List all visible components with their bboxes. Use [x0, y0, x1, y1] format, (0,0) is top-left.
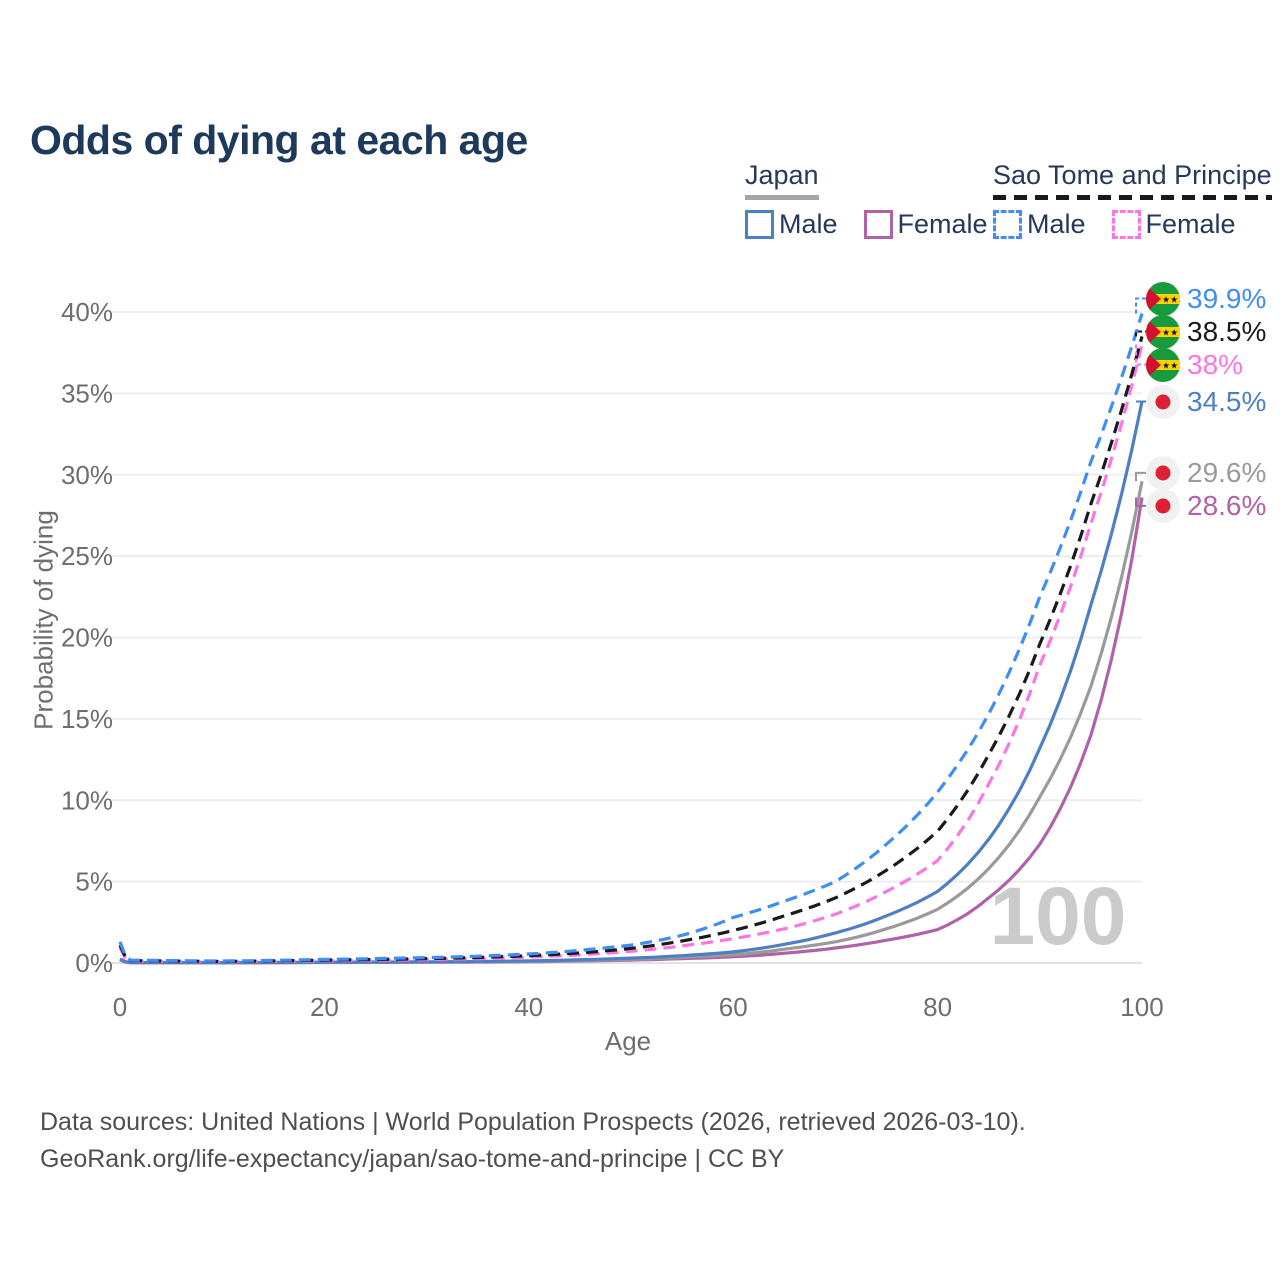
end-label-value: 39.9% [1187, 283, 1267, 314]
footer-source-line: Data sources: United Nations | World Pop… [40, 1108, 1026, 1136]
y-tick-label: 35% [61, 378, 113, 408]
y-tick-label: 10% [61, 785, 113, 815]
end-label-connector [1135, 497, 1150, 507]
legend-japan-title: Japan [745, 160, 819, 200]
legend-japan-label: Japan [745, 160, 819, 190]
series-line-sao_tome-total [118, 335, 1144, 963]
end-label-sao_tome-total: ★★ 38.5% [1146, 315, 1266, 349]
y-tick-label: 40% [61, 297, 113, 327]
end-label-japan-female: 28.6% [1146, 489, 1266, 523]
y-tick-label: 20% [61, 623, 113, 653]
footer-url-line: GeoRank.org/life-expectancy/japan/sao-to… [40, 1145, 785, 1173]
x-tick-label: 20 [310, 992, 339, 1022]
svg-text:★★: ★★ [1162, 361, 1178, 371]
y-tick-label: 25% [61, 541, 113, 571]
y-tick-label: 0% [75, 948, 113, 978]
end-label-japan-total: 29.6% [1146, 456, 1266, 490]
legend-sao-tome: Sao Tome and Principe Male Female [993, 160, 1272, 240]
x-tick-label: 60 [719, 992, 748, 1022]
x-tick-label: 80 [923, 992, 952, 1022]
end-label-value: 38.5% [1187, 316, 1267, 347]
japan-male-swatch-icon [745, 210, 774, 239]
japan-flag-icon [1146, 456, 1180, 490]
legend-japan-female-label: Female [897, 209, 988, 239]
legend-japan-male-label: Male [779, 209, 838, 239]
x-axis-title: Age [604, 1026, 652, 1056]
end-label-value: 28.6% [1187, 490, 1267, 521]
end-label-connector [1135, 330, 1150, 337]
svg-text:★★: ★★ [1162, 328, 1178, 338]
y-tick-label: 30% [61, 460, 113, 490]
y-axis-title: Probability of dying [28, 510, 59, 730]
legend-japan: Japan Male Female [745, 160, 988, 240]
page-title: Odds of dying at each age [30, 117, 528, 164]
series-line-sao_tome-male [118, 313, 1144, 963]
sao-tome-male-swatch-icon [993, 210, 1022, 239]
legend-item-japan-female[interactable]: Female [863, 209, 988, 240]
japan-flag-icon [1146, 385, 1180, 419]
legend-sao-tome-label: Sao Tome and Principe [993, 160, 1272, 190]
legend-sao-tome-male-label: Male [1027, 209, 1086, 239]
legend-sao-tome-female-label: Female [1145, 209, 1236, 239]
end-label-japan-male: 34.5% [1146, 385, 1266, 419]
japan-flag-icon [1146, 489, 1180, 523]
end-label-connector [1135, 344, 1150, 366]
sao-tome-line-sample-icon [993, 195, 1272, 200]
end-label-value: 38% [1187, 349, 1244, 380]
legend-item-sao-tome-female[interactable]: Female [1111, 209, 1236, 240]
x-tick-label: 40 [514, 992, 543, 1022]
age-counter-watermark: 100 [990, 871, 1127, 962]
end-label-connector [1135, 471, 1150, 482]
end-label-connector [1135, 297, 1150, 314]
sao-tome-flag-icon: ★★ [1146, 315, 1180, 349]
sao-tome-female-swatch-icon [1111, 210, 1141, 239]
x-tick-label: 100 [1120, 992, 1163, 1022]
end-label-sao_tome-male: ★★ 39.9% [1146, 282, 1266, 316]
sao-tome-flag-icon: ★★ [1146, 348, 1180, 382]
y-tick-label: 15% [61, 704, 113, 734]
svg-text:★★: ★★ [1162, 295, 1178, 305]
end-label-value: 29.6% [1187, 457, 1267, 488]
legend-sao-tome-title: Sao Tome and Principe [993, 160, 1272, 200]
legend-item-japan-male[interactable]: Male [745, 209, 838, 240]
y-tick-label: 5% [75, 867, 113, 897]
legend-item-sao-tome-male[interactable]: Male [993, 209, 1086, 240]
series-line-sao_tome-female [118, 344, 1144, 964]
end-label-value: 34.5% [1187, 386, 1267, 417]
end-label-sao_tome-female: ★★ 38% [1146, 348, 1243, 382]
series-line-japan-male [119, 401, 1144, 965]
japan-female-swatch-icon [863, 210, 893, 239]
x-tick-label: 0 [113, 992, 127, 1022]
sao-tome-flag-icon: ★★ [1146, 282, 1180, 316]
japan-line-sample-icon [745, 195, 819, 200]
